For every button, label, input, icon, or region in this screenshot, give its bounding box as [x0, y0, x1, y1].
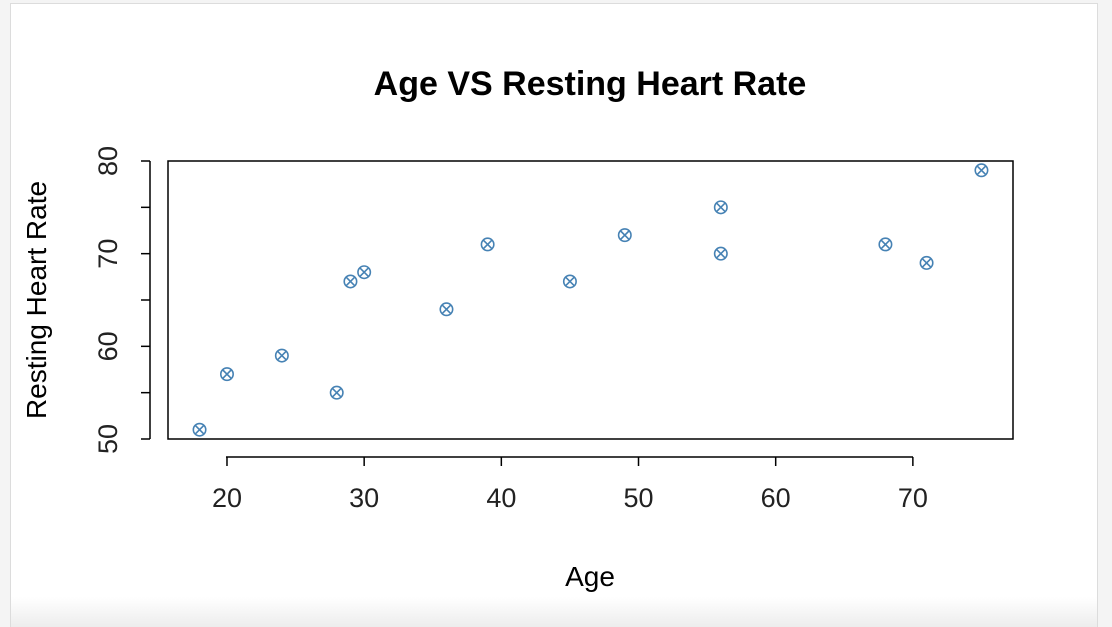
data-point [357, 265, 372, 280]
data-point [919, 255, 934, 270]
data-point [713, 200, 728, 215]
x-tick-label: 60 [761, 483, 791, 513]
data-point [439, 302, 454, 317]
x-tick-label: 30 [349, 483, 379, 513]
data-point [974, 163, 989, 178]
y-tick-label: 70 [93, 239, 123, 269]
y-tick-label: 80 [93, 146, 123, 176]
y-axis-label: Resting Heart Rate [21, 181, 52, 419]
data-point [329, 385, 344, 400]
data-points [192, 163, 989, 437]
data-point [617, 228, 632, 243]
data-point [192, 422, 207, 437]
data-point [562, 274, 577, 289]
x-tick-label: 50 [623, 483, 653, 513]
x-ticks: 20 30 40 50 60 70 [212, 457, 928, 513]
data-point [480, 237, 495, 252]
x-tick-label: 40 [486, 483, 516, 513]
plot-border [167, 160, 1014, 440]
data-point [713, 246, 728, 261]
y-tick-label: 60 [93, 331, 123, 361]
x-tick-label: 20 [212, 483, 242, 513]
data-point [343, 274, 358, 289]
data-point [878, 237, 893, 252]
data-point [274, 348, 289, 363]
x-axis-label: Age [565, 561, 615, 592]
data-point [219, 367, 234, 382]
x-tick-label: 70 [898, 483, 928, 513]
y-tick-label: 50 [93, 424, 123, 454]
y-ticks: 50 60 70 80 [93, 146, 150, 454]
chart-title: Age VS Resting Heart Rate [374, 65, 807, 103]
